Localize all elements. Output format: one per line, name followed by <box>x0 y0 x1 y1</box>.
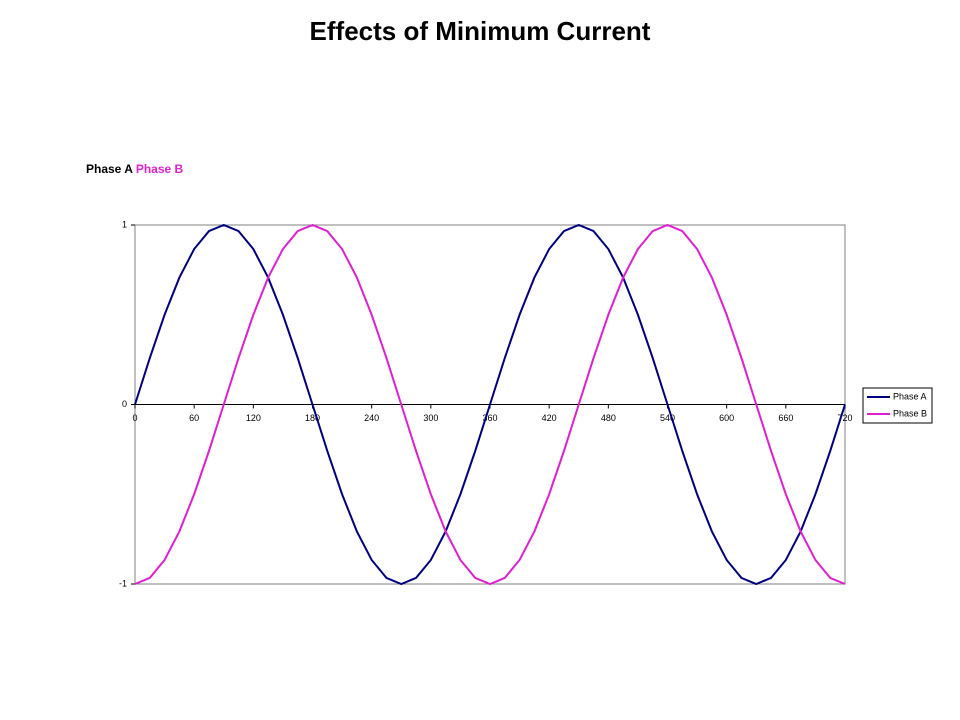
x-tick-label: 420 <box>542 413 557 423</box>
x-tick-label: 180 <box>305 413 320 423</box>
y-tick-label: -1 <box>119 578 127 588</box>
series-line <box>134 223 846 586</box>
chart-title: Effects of Minimum Current <box>310 16 651 46</box>
legend-box <box>862 387 933 424</box>
x-tick-label: 540 <box>660 413 675 423</box>
x-tick-label: 0 <box>132 413 137 423</box>
caption-b: Phase B <box>136 162 184 176</box>
series-caption: Phase A Phase B <box>86 162 184 176</box>
x-tick-label: 720 <box>837 413 852 423</box>
x-tick-label: 240 <box>364 413 379 423</box>
x-tick-label: 660 <box>778 413 793 423</box>
x-tick-label: 480 <box>601 413 616 423</box>
x-tick-label: 600 <box>719 413 734 423</box>
legend-label: Phase A <box>893 391 927 401</box>
y-tick-label: 1 <box>122 219 127 229</box>
x-tick-label: 360 <box>482 413 497 423</box>
series-line <box>134 223 846 586</box>
x-tick-label: 60 <box>189 413 199 423</box>
x-tick-label: 120 <box>246 413 261 423</box>
x-tick-label: 300 <box>423 413 438 423</box>
caption-a: Phase A <box>86 162 133 176</box>
legend-label: Phase B <box>893 408 927 418</box>
y-tick-label: 0 <box>122 399 127 409</box>
